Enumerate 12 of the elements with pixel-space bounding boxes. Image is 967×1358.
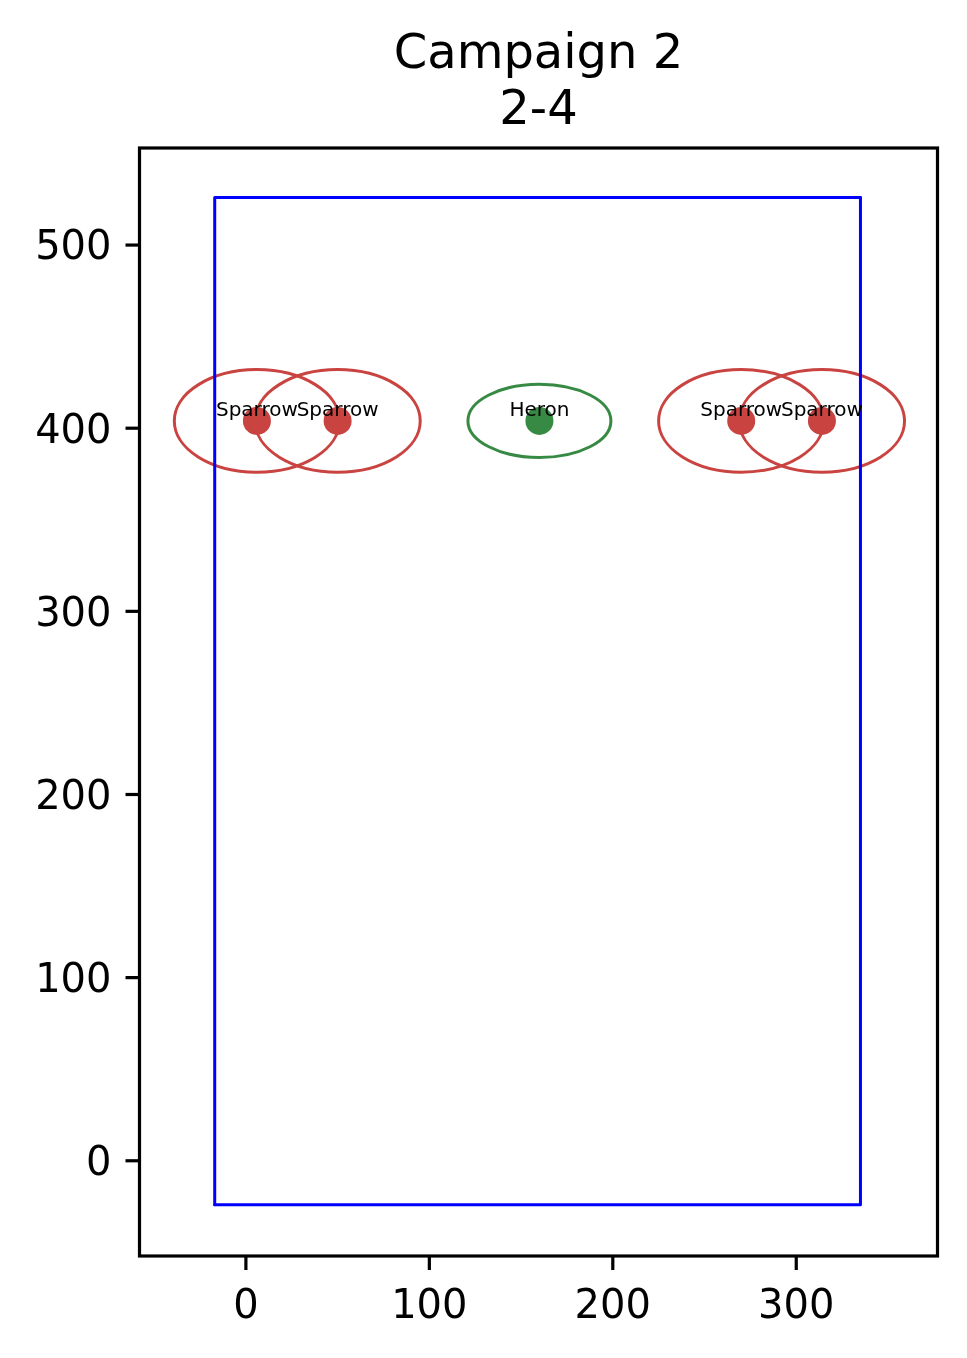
y-tick-label: 400 bbox=[35, 405, 112, 452]
x-tick-label: 300 bbox=[758, 1281, 835, 1327]
y-tick-label: 200 bbox=[35, 771, 112, 818]
x-tick-label: 100 bbox=[391, 1281, 468, 1327]
y-tick-label: 300 bbox=[35, 588, 112, 635]
y-tick-label: 500 bbox=[35, 222, 112, 269]
x-tick-label: 0 bbox=[233, 1281, 259, 1327]
series-label: Heron bbox=[509, 396, 570, 421]
y-tick-label: 100 bbox=[35, 955, 112, 1002]
chart-title: Campaign 2 2-4 bbox=[393, 23, 684, 135]
x-tick-label: 200 bbox=[574, 1281, 651, 1327]
y-tick-label: 0 bbox=[86, 1138, 112, 1185]
